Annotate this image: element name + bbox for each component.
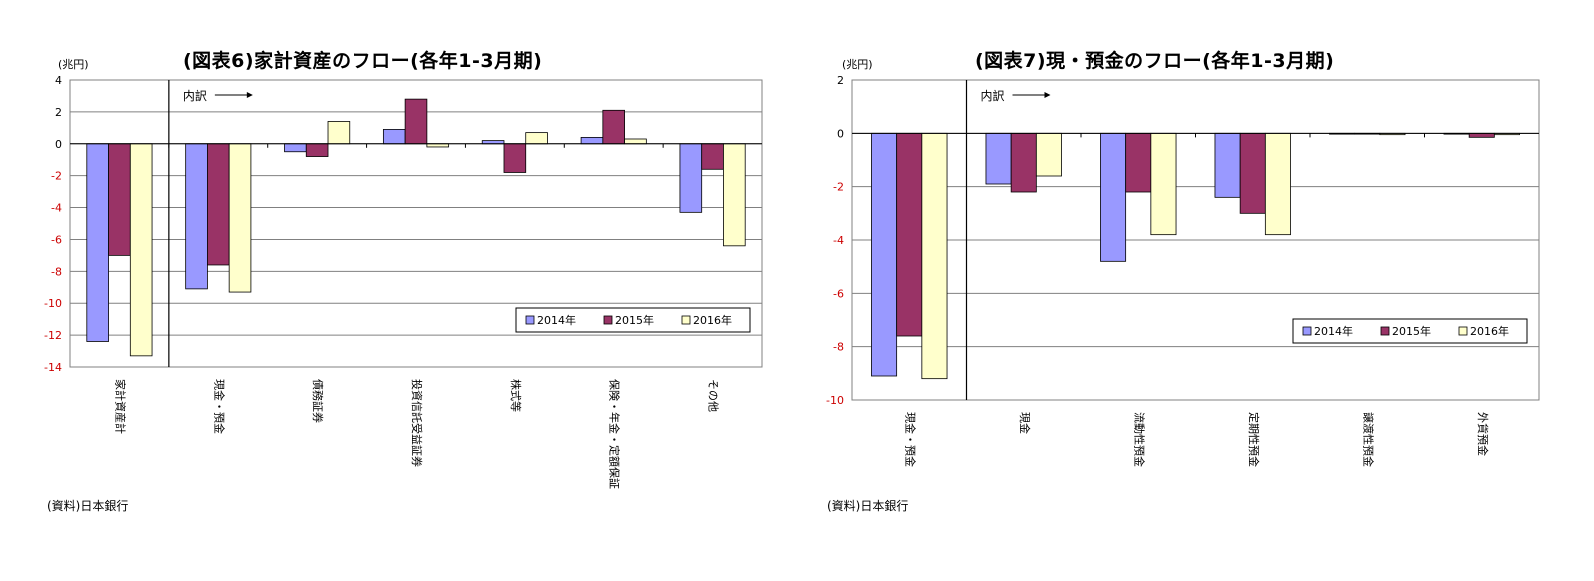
y-tick-label: -6: [833, 287, 844, 300]
chart-panel-cash-deposits: (図表7)現・預金のフロー(各年1-3月期) (兆円) 2 0 -2 -4 -6 -8 -1…: [797, 0, 1594, 581]
legend-label: 2016年: [1470, 324, 1509, 338]
bar: [1214, 132, 1241, 198]
bar: [1239, 132, 1266, 214]
chart-panel-household-assets: (図表6)家計資産のフロー(各年1-3月期) (兆円) 4 2 0 -2 -4 -6 -8 -…: [44, 50, 763, 513]
bar: [129, 143, 153, 357]
x-category-label: 外貨預金: [1476, 412, 1490, 456]
bar: [1125, 132, 1152, 193]
bar: [896, 132, 923, 337]
bar: [1035, 132, 1062, 177]
legend-box: [1292, 318, 1528, 344]
legend-label: 2014年: [1314, 324, 1353, 338]
x-category-label: 現金・預金: [212, 379, 226, 434]
y-tick-label: -6: [51, 233, 62, 246]
legend-box: [515, 307, 751, 333]
x-category-label: 家計資産計: [113, 379, 127, 434]
x-category-label: 流動性預金: [1132, 412, 1146, 467]
breakdown-annotation: 内訳: [183, 88, 207, 103]
bar: [503, 143, 527, 173]
x-category-label: その他: [707, 379, 720, 412]
bar: [580, 136, 604, 145]
legend-label: 2015年: [1392, 324, 1431, 338]
x-category-label: 保険・年金・定額保証: [608, 379, 622, 489]
source-note: (資料)日本銀行: [47, 499, 129, 513]
legend-swatch: [1458, 326, 1468, 336]
bar: [1010, 132, 1037, 193]
bar: [525, 132, 548, 145]
y-tick-label: -2: [51, 170, 62, 183]
arrow-head-icon: [246, 92, 253, 98]
bar: [679, 143, 703, 213]
bar: [228, 143, 252, 293]
chart-title: (図表6)家計資産のフロー(各年1-3月期): [183, 50, 543, 72]
y-unit-label: (兆円): [58, 58, 89, 71]
bar: [404, 98, 428, 145]
y-tick-label: 0: [55, 138, 62, 151]
bar: [921, 132, 948, 380]
breakdown-annotation: 内訳: [981, 88, 1005, 103]
bar: [1264, 132, 1291, 236]
plot-frame: [69, 79, 763, 368]
y-tick-label: 0: [837, 127, 844, 140]
x-category-label: 債務証券: [311, 379, 325, 423]
bar: [207, 143, 230, 266]
bar: [985, 132, 1012, 185]
bar: [701, 143, 724, 170]
legend: 2014年 2015年 2016年: [1292, 318, 1528, 344]
legend-swatch: [1380, 326, 1390, 336]
y-tick-label: -4: [833, 234, 844, 247]
legend-swatch: [603, 315, 613, 325]
arrow-head-icon: [1044, 92, 1051, 98]
x-category-label: 投資信託受益証券: [410, 379, 424, 467]
legend-swatch: [525, 315, 535, 325]
y-tick-label: -4: [51, 202, 62, 215]
chart-title: (図表7)現・預金のフロー(各年1-3月期): [975, 50, 1335, 72]
y-tick-label: -10: [826, 394, 844, 407]
legend-swatch: [1302, 326, 1312, 336]
legend-label: 2016年: [693, 313, 732, 327]
bar: [624, 138, 647, 145]
bar: [871, 132, 898, 377]
y-tick-label: 2: [55, 106, 62, 119]
legend-label: 2015年: [615, 313, 654, 327]
bar: [1468, 132, 1495, 138]
bar: [284, 143, 307, 153]
source-note: (資料)日本銀行: [827, 499, 909, 513]
x-category-label: 現金・預金: [903, 412, 917, 467]
y-tick-label: -10: [44, 297, 62, 310]
y-tick-label: -8: [51, 265, 62, 278]
bar: [723, 143, 746, 247]
bar: [327, 121, 351, 145]
bar: [602, 109, 625, 145]
y-tick-label: -14: [44, 361, 62, 374]
y-tick-label: 2: [837, 74, 844, 87]
plot-frame: [851, 79, 1540, 401]
bar: [305, 143, 329, 157]
y-tick-label: -12: [44, 329, 62, 342]
bar: [1100, 132, 1127, 262]
y-unit-label: (兆円): [842, 58, 873, 71]
x-category-label: 定期性預金: [1247, 412, 1261, 467]
legend-swatch: [681, 315, 691, 325]
bar: [1150, 132, 1177, 236]
bar: [86, 143, 109, 342]
y-tick-label: -2: [833, 181, 844, 194]
legend: 2014年 2015年 2016年: [515, 307, 751, 333]
x-category-label: 株式等: [509, 379, 523, 412]
bar: [382, 129, 406, 145]
bar: [185, 143, 208, 290]
x-category-label: 譲渡性預金: [1361, 412, 1375, 467]
bar: [108, 143, 131, 256]
y-tick-label: 4: [55, 74, 62, 87]
x-category-label: 現金: [1018, 412, 1032, 434]
legend-label: 2014年: [537, 313, 576, 327]
y-tick-label: -8: [833, 341, 844, 354]
